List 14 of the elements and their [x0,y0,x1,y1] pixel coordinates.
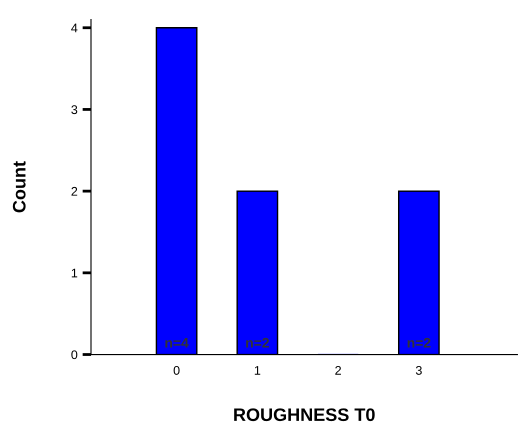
y-tick-label: 1 [72,268,78,278]
x-tick-label: 1 [254,366,260,375]
data-label: n=2 [246,338,269,348]
y-tick-label: 4 [71,24,78,32]
x-axis-title: ROUGHNESS T0 [234,408,375,422]
data-label: n=4 [165,338,189,348]
x-tick-label: 3 [416,366,422,375]
data-label: n=2 [408,338,430,348]
y-tick-label: 3 [71,105,78,114]
y-axis-title: Count [12,161,26,212]
y-tick-label: 2 [71,186,78,196]
x-tick-label: 0 [174,366,180,375]
y-tick-label: 0 [71,350,78,360]
x-tick-label: 2 [335,366,341,375]
